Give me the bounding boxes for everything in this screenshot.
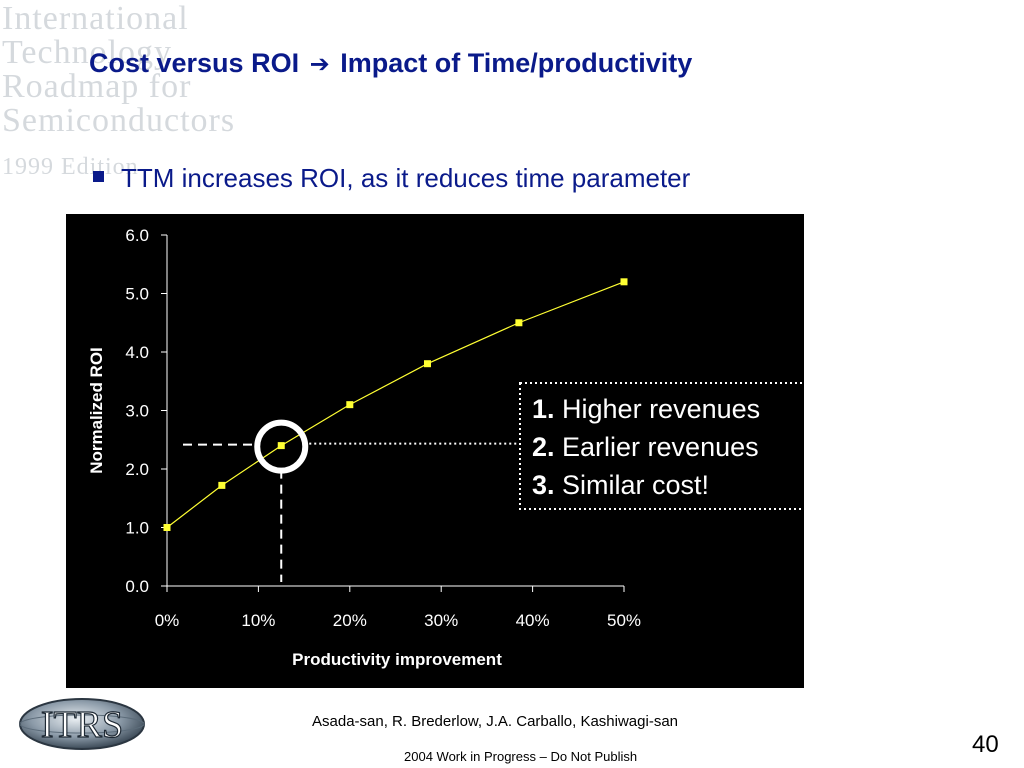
callout-item-text: Earlier revenues [562, 432, 759, 462]
x-axis-label: Productivity improvement [292, 650, 502, 669]
x-tick-label: 40% [516, 611, 550, 630]
watermark-year: 1999 Edition [2, 154, 139, 180]
page-number: 40 [972, 731, 999, 758]
watermark-line-4: Semiconductors [2, 102, 236, 139]
data-point [620, 278, 628, 286]
x-tick-label: 50% [607, 611, 641, 630]
watermark-line-2: Technology [2, 34, 173, 71]
callout-item-number: 3. [532, 470, 562, 500]
arrow-right-icon: ➔ [309, 51, 330, 78]
data-point [163, 524, 171, 531]
callout-item: 3. Similar cost! [532, 470, 709, 500]
data-point [423, 360, 431, 368]
callout-box [519, 382, 804, 510]
bullet-item: TTM increases ROI, as it reduces time pa… [93, 163, 690, 194]
chart-svg: 0.0 1.0 2.0 3.0 4.0 5.0 6.0 0% 10% 20% 30% 40% 50% Pr… [87, 226, 804, 669]
data-point [346, 401, 354, 409]
y-tick-label: 4.0 [125, 343, 149, 362]
itrs-logo: ITRS [19, 698, 145, 750]
highlight-circle [254, 419, 309, 474]
slide-title: Cost versus ROI ➔ Impact of Time/product… [89, 48, 692, 79]
callout-item-text: Higher revenues [562, 394, 760, 424]
data-point [218, 481, 226, 489]
y-tick-label: 0.0 [125, 577, 149, 596]
x-tick-label: 30% [424, 611, 458, 630]
y-tick-label: 6.0 [125, 226, 149, 245]
credits: Asada-san, R. Brederlow, J.A. Carballo, … [312, 713, 679, 730]
bullet-text: TTM increases ROI, as it reduces time pa… [121, 163, 691, 193]
y-tick-label: 3.0 [125, 402, 149, 421]
y-tick-label: 1.0 [125, 519, 149, 538]
data-point [277, 442, 285, 450]
title-left: Cost versus ROI [89, 48, 300, 78]
watermark-line-3: Roadmap for [2, 68, 192, 105]
callout-item-number: 1. [532, 394, 562, 424]
x-tick-label: 10% [241, 611, 275, 630]
y-tick-label: 5.0 [125, 285, 149, 304]
callout-item-text: Similar cost! [562, 470, 709, 500]
itrs-watermark-logo: International Technology Roadmap for Sem… [0, 0, 300, 210]
watermark-line-1: International [2, 0, 189, 37]
logo-text: ITRS [41, 704, 123, 746]
callout-item: 2. Earlier revenues [532, 432, 759, 462]
callout-item-number: 2. [532, 432, 562, 462]
data-point [515, 319, 523, 327]
title-right: Impact of Time/productivity [340, 48, 693, 78]
x-tick-label: 0% [155, 611, 180, 630]
callout-item: 1. Higher revenues [532, 394, 760, 424]
bullet-square-icon [93, 170, 104, 182]
roi-chart: 0.0 1.0 2.0 3.0 4.0 5.0 6.0 0% 10% 20% 30% 40% 50% Pr… [66, 214, 804, 688]
y-tick-label: 2.0 [125, 460, 149, 479]
x-tick-label: 20% [333, 611, 367, 630]
y-axis-label: Normalized ROI [87, 347, 106, 474]
publish-notice: 2004 Work in Progress – Do Not Publish [404, 749, 638, 764]
